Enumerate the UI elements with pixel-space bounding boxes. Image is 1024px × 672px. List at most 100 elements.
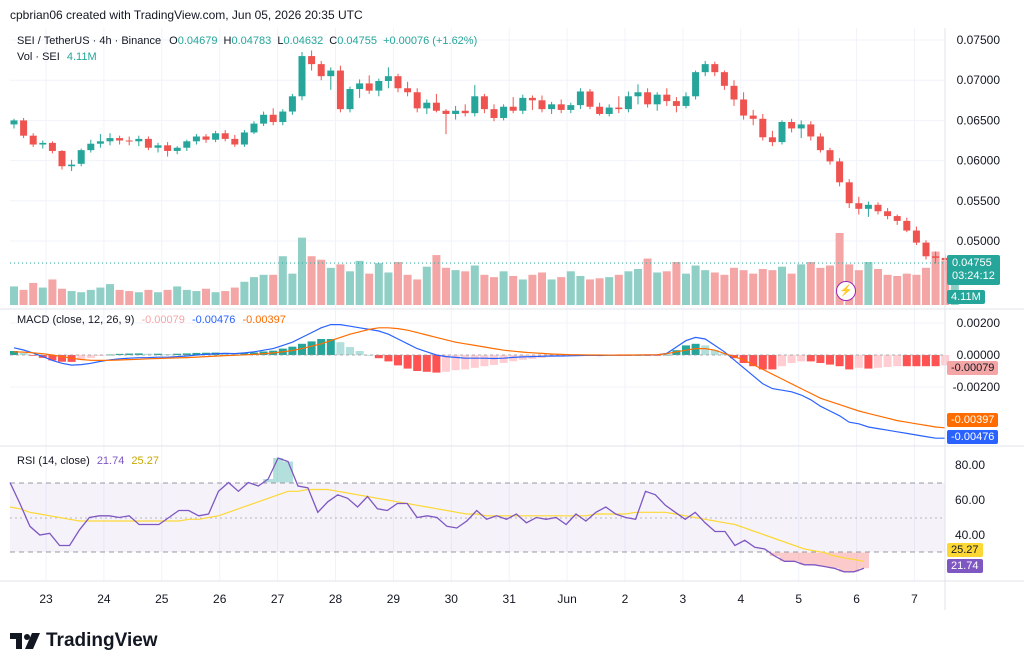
- candle-body: [720, 72, 728, 86]
- volume-bar: [48, 279, 57, 305]
- volume-bar: [211, 292, 220, 305]
- price-pane[interactable]: [10, 50, 959, 305]
- volume-bar: [86, 289, 95, 305]
- macd-histogram-bar: [739, 355, 748, 363]
- last-price-value: 0.04755: [952, 257, 992, 269]
- macd-histogram-bar: [326, 339, 335, 355]
- tradingview-logo[interactable]: TradingView: [10, 630, 158, 652]
- candle-body: [432, 102, 440, 111]
- volume-bar: [182, 289, 191, 305]
- high-value: 0.04783: [231, 35, 272, 47]
- candle-body: [797, 124, 805, 129]
- candle-body: [557, 104, 565, 110]
- macd-label[interactable]: MACD (close, 12, 26, 9): [17, 314, 135, 326]
- macd-histogram-bar: [19, 352, 28, 355]
- candle-body: [634, 92, 642, 97]
- volume-bar: [384, 272, 393, 305]
- macd-histogram-bar: [787, 355, 796, 363]
- volume-bar: [336, 264, 345, 305]
- candle-body: [240, 132, 248, 145]
- macd-histogram-bar: [672, 350, 681, 355]
- macd-line-value: -0.00476: [191, 314, 236, 326]
- macd-histogram-bar: [931, 355, 940, 367]
- volume-bar: [230, 287, 239, 305]
- volume-bar: [259, 274, 268, 305]
- rsi-ma-value: 25.27: [131, 455, 159, 467]
- macd-axis-label: -0.00200: [953, 380, 1001, 394]
- candle-body: [20, 120, 28, 136]
- candle-body: [548, 104, 556, 110]
- candle-body: [336, 70, 344, 110]
- volume-bar: [163, 289, 172, 305]
- rsi-legend: RSI (14, close) 21.74 25.27: [17, 455, 159, 467]
- macd-histogram-bar: [192, 352, 201, 355]
- volume-bar: [192, 291, 201, 305]
- rsi-line: [9, 457, 865, 573]
- candle-body: [346, 89, 354, 110]
- candle-body: [864, 204, 872, 209]
- rsi-tag: 21.74: [947, 559, 983, 573]
- price-axis-label: 0.06500: [957, 113, 1001, 127]
- candle-body: [116, 138, 124, 141]
- macd-histogram-bar: [490, 355, 498, 365]
- candle-body: [135, 138, 143, 142]
- volume-bar: [758, 269, 767, 305]
- volume-bar: [806, 262, 815, 305]
- volume-bar: [307, 256, 316, 305]
- candle-body: [692, 72, 700, 97]
- candle-body: [250, 123, 258, 133]
- macd-histogram-bar: [432, 355, 441, 373]
- volume-bar: [605, 277, 614, 305]
- macd-histogram: [10, 339, 950, 373]
- candle-body: [653, 94, 661, 105]
- candlesticks: [10, 50, 949, 271]
- price-axis-label: 0.05000: [957, 234, 1001, 248]
- volume-bar: [29, 282, 38, 305]
- low-label: L: [277, 35, 284, 47]
- candle-body: [288, 96, 296, 112]
- volume-bar: [10, 286, 18, 305]
- candle-body: [586, 91, 594, 107]
- candle-body: [106, 138, 114, 142]
- candle-body: [672, 101, 680, 106]
- volume-bar: [288, 273, 297, 305]
- last-price-tag: 0.04755 03:24:12: [947, 255, 1000, 285]
- close-label: C: [329, 35, 338, 47]
- time-axis-label: 7: [911, 592, 918, 606]
- macd-histogram-bar: [403, 355, 412, 369]
- volume-tag: 4.11M: [947, 290, 985, 304]
- macd-histogram-bar: [826, 355, 834, 365]
- volume-bar: [96, 287, 105, 305]
- time-axis-label: Jun: [557, 592, 576, 606]
- volume-bar: [173, 286, 182, 305]
- volume-bar: [643, 258, 652, 305]
- candle-body: [768, 137, 776, 143]
- candle-body: [327, 70, 335, 77]
- volume-bar: [710, 272, 719, 305]
- candle-body: [759, 118, 767, 138]
- macd-axis-label: 0.00200: [957, 316, 1001, 330]
- candle-body: [308, 56, 316, 65]
- time-axis-label: 31: [503, 592, 517, 606]
- time-axis-label: 6: [853, 592, 860, 606]
- open-label: O: [169, 35, 178, 47]
- candle-body: [77, 150, 85, 164]
- time-axis-label: 26: [213, 592, 227, 606]
- macd-pane[interactable]: [10, 324, 950, 439]
- volume-bar: [518, 279, 527, 305]
- rsi-label[interactable]: RSI (14, close): [17, 455, 90, 467]
- candle-body: [480, 96, 488, 110]
- candle-body: [48, 142, 56, 151]
- lightning-icon[interactable]: ⚡: [836, 281, 856, 301]
- macd-histogram-bar: [845, 355, 854, 370]
- volume-bar: [326, 267, 335, 305]
- volume-label[interactable]: Vol · SEI: [17, 51, 60, 63]
- candle-body: [375, 81, 383, 91]
- price-axis-label: 0.07000: [957, 73, 1001, 87]
- rsi-pane[interactable]: [9, 457, 945, 573]
- symbol-title[interactable]: SEI / TetherUS · 4h · Binance: [17, 35, 162, 47]
- volume-bar: [730, 267, 738, 305]
- candle-body: [509, 106, 517, 111]
- volume-bar: [115, 289, 124, 305]
